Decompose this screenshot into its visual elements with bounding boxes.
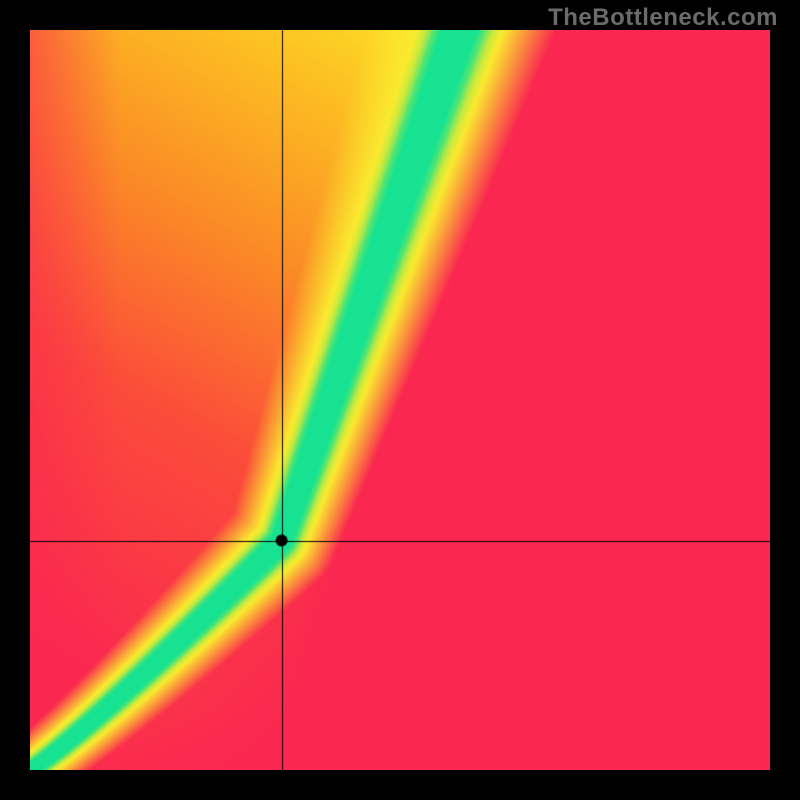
watermark-text: TheBottleneck.com [548, 4, 778, 32]
chart-container: TheBottleneck.com [0, 0, 800, 800]
bottleneck-heatmap [30, 30, 770, 770]
